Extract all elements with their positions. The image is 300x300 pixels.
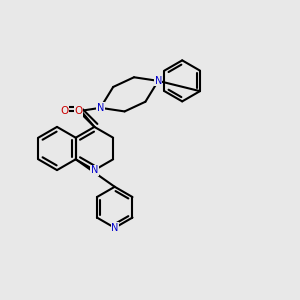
Text: O: O bbox=[74, 106, 83, 116]
Text: O: O bbox=[60, 106, 68, 116]
Text: N: N bbox=[91, 165, 98, 175]
Text: N: N bbox=[97, 103, 104, 113]
Text: N: N bbox=[154, 76, 162, 86]
Text: N: N bbox=[111, 223, 118, 233]
